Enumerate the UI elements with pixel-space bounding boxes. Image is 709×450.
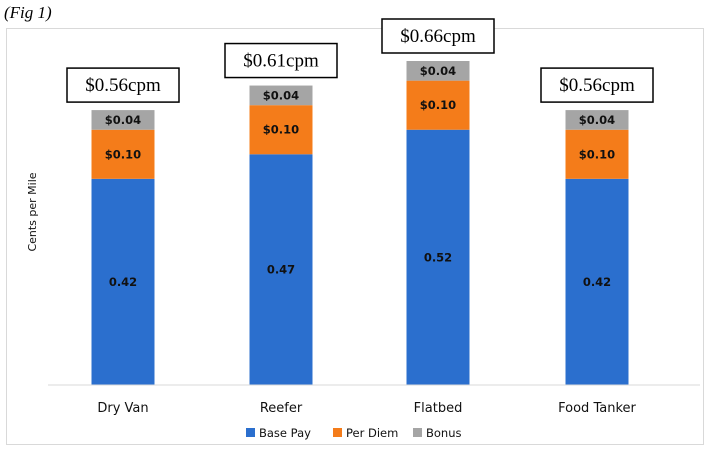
legend-label-per-diem: Per Diem: [346, 426, 398, 440]
x-tick-label: Dry Van: [97, 401, 148, 416]
data-label-bonus: $0.04: [105, 113, 141, 127]
legend-swatch-base-pay: [246, 428, 255, 437]
total-callout-label: $0.56cpm: [85, 75, 161, 96]
data-label-base-pay: 0.52: [424, 250, 452, 264]
legend: Base Pay Per Diem Bonus: [246, 426, 462, 440]
bar-bonus: [91, 110, 155, 130]
data-label-per-diem: $0.10: [579, 147, 615, 161]
bar-per-diem: [406, 80, 470, 130]
legend-label-bonus: Bonus: [426, 426, 462, 440]
chart-frame: [6, 28, 704, 445]
bar-per-diem: [249, 105, 313, 155]
bar-per-diem: [91, 129, 155, 179]
data-label-bonus: $0.04: [263, 88, 299, 102]
bar-base-pay: [249, 154, 313, 385]
data-label-base-pay: 0.42: [109, 275, 137, 289]
bar-base-pay: [406, 129, 470, 385]
total-callout-box: [66, 67, 180, 103]
total-callout-label: $0.66cpm: [400, 26, 476, 47]
figure-label: (Fig 1): [4, 3, 52, 22]
data-label-per-diem: $0.10: [420, 98, 456, 112]
bar-bonus: [406, 61, 470, 81]
total-callout-box: [540, 67, 654, 103]
data-label-per-diem: $0.10: [263, 123, 299, 137]
bar-base-pay: [565, 178, 629, 385]
legend-swatch-per-diem: [333, 428, 342, 437]
total-callout-box: [224, 42, 338, 79]
x-tick-label: Flatbed: [414, 401, 463, 416]
bar-base-pay: [91, 178, 155, 385]
data-label-base-pay: 0.42: [583, 275, 611, 289]
data-label-bonus: $0.04: [420, 64, 456, 78]
bar-per-diem: [565, 129, 629, 179]
total-callout-label: $0.56cpm: [559, 75, 635, 96]
data-label-bonus: $0.04: [579, 113, 615, 127]
legend-swatch-bonus: [413, 428, 422, 437]
x-tick-label: Food Tanker: [558, 401, 636, 416]
x-tick-label: Reefer: [260, 401, 303, 416]
total-callout-box: [381, 18, 495, 54]
data-label-per-diem: $0.10: [105, 147, 141, 161]
bar-bonus: [565, 110, 629, 130]
legend-label-base-pay: Base Pay: [259, 426, 311, 440]
bars-group: 0.42 $0.10 $0.04 $0.56cpm Dry Van 0.47 $0.10 $0…: [66, 18, 654, 416]
y-axis-label: Cents per Mile: [26, 172, 39, 251]
bar-bonus: [249, 85, 313, 106]
total-callout-label: $0.61cpm: [243, 51, 319, 72]
data-label-base-pay: 0.47: [267, 263, 295, 277]
